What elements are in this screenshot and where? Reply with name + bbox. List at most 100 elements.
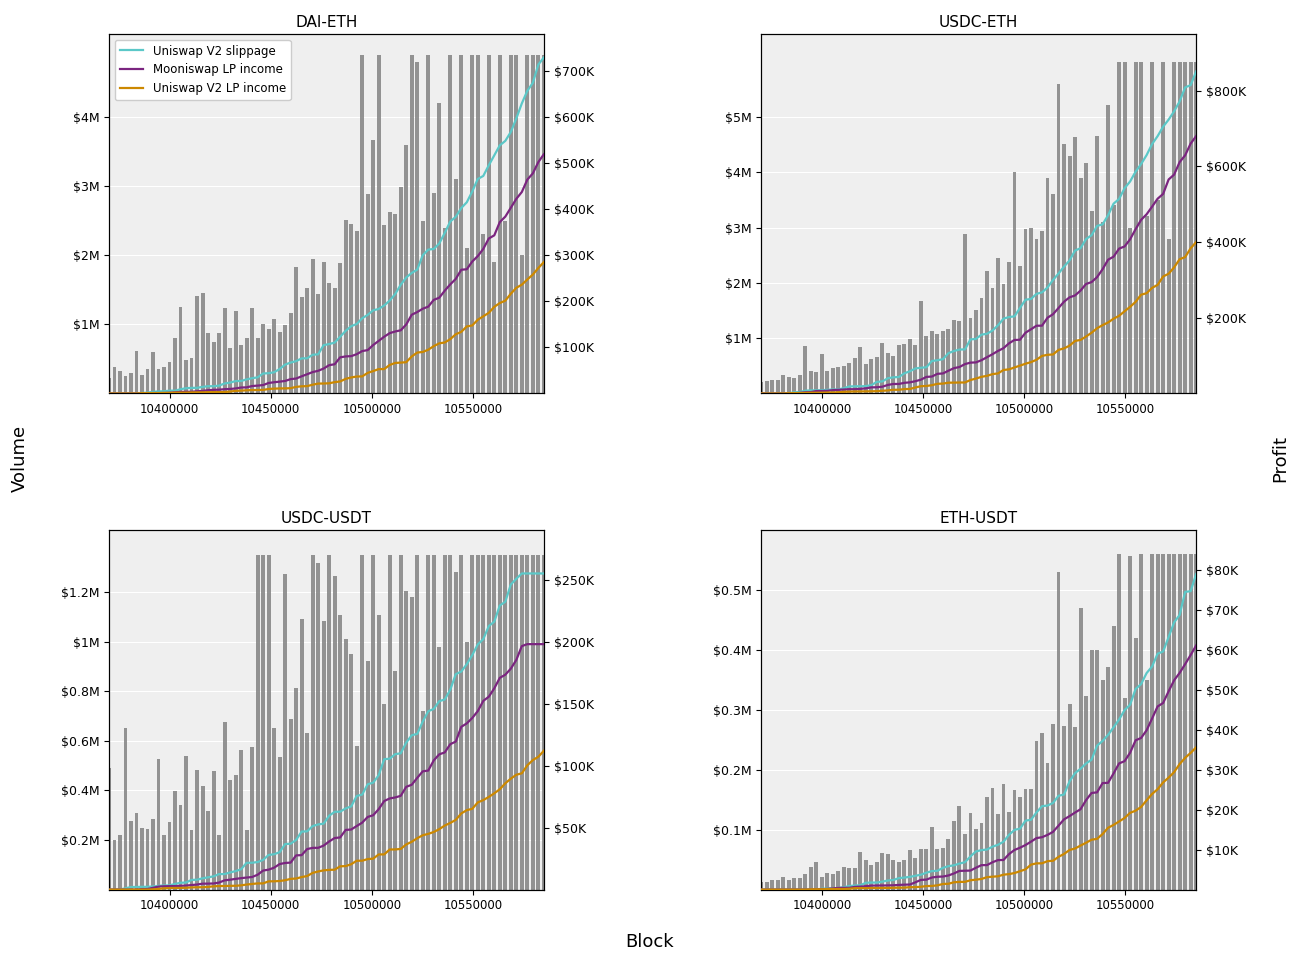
Bar (185, 360, 188, 394)
Bar (814, 372, 818, 394)
Bar (537, 54, 541, 394)
Bar (897, 862, 901, 890)
Bar (814, 862, 818, 890)
Bar (1166, 239, 1170, 394)
Bar (776, 880, 780, 890)
Bar (842, 366, 846, 394)
Bar (261, 554, 265, 890)
Bar (1123, 61, 1127, 394)
Bar (1139, 61, 1143, 394)
Bar (443, 228, 447, 394)
Bar (798, 878, 802, 890)
Bar (875, 862, 879, 890)
Bar (1106, 105, 1110, 394)
Bar (941, 331, 945, 394)
Bar (151, 352, 155, 394)
Bar (515, 554, 519, 890)
Bar (996, 258, 1000, 394)
Bar (836, 871, 840, 890)
Bar (476, 54, 480, 394)
Bar (498, 54, 502, 394)
Bar (1178, 61, 1182, 394)
Bar (885, 854, 889, 890)
Bar (278, 332, 282, 394)
Bar (377, 54, 381, 394)
Bar (793, 379, 797, 394)
Bar (437, 646, 441, 890)
Bar (1150, 61, 1154, 394)
Bar (1145, 680, 1149, 890)
Bar (1067, 156, 1071, 394)
Bar (365, 662, 369, 890)
Bar (350, 654, 354, 890)
Bar (1045, 178, 1049, 394)
Bar (338, 264, 342, 394)
Bar (465, 641, 469, 890)
Bar (134, 813, 139, 890)
Bar (1023, 789, 1027, 890)
Bar (985, 272, 989, 394)
Bar (1095, 650, 1098, 890)
Bar (907, 851, 911, 890)
Bar (415, 61, 419, 394)
Bar (902, 859, 906, 890)
Bar (958, 320, 962, 394)
Bar (168, 362, 172, 394)
Bar (311, 554, 315, 890)
Bar (415, 554, 419, 890)
Bar (1173, 61, 1177, 394)
Bar (803, 874, 807, 890)
Bar (426, 554, 430, 890)
Bar (234, 774, 238, 890)
Bar (1195, 554, 1199, 890)
Bar (1089, 650, 1093, 890)
Bar (222, 308, 226, 394)
Bar (1106, 667, 1110, 890)
Bar (1128, 228, 1132, 394)
Bar (1079, 608, 1083, 890)
Bar (459, 54, 463, 394)
Bar (798, 376, 802, 394)
Bar (914, 345, 918, 394)
Text: Profit: Profit (1271, 435, 1290, 483)
Bar (1173, 554, 1177, 890)
Bar (448, 54, 452, 394)
Bar (227, 348, 231, 394)
Bar (486, 554, 491, 890)
Bar (372, 141, 376, 394)
Bar (294, 688, 298, 890)
Bar (207, 811, 211, 890)
Bar (266, 329, 270, 394)
Bar (542, 54, 546, 394)
Bar (764, 381, 768, 394)
Bar (1072, 728, 1076, 890)
Bar (124, 728, 127, 890)
Bar (842, 867, 846, 890)
Bar (930, 332, 933, 394)
Bar (316, 563, 320, 890)
Bar (826, 873, 829, 890)
Text: Volume: Volume (10, 425, 29, 492)
Bar (266, 554, 270, 890)
Bar (156, 759, 160, 890)
Bar (1057, 572, 1061, 890)
Bar (372, 554, 376, 890)
Bar (454, 179, 458, 394)
Title: ETH-USDT: ETH-USDT (940, 511, 1018, 526)
Bar (831, 875, 835, 890)
Bar (1040, 231, 1044, 394)
Bar (244, 830, 248, 890)
Bar (1123, 698, 1127, 890)
Bar (1079, 178, 1083, 394)
Bar (387, 554, 391, 890)
Bar (300, 619, 304, 890)
Bar (1089, 211, 1093, 394)
Bar (146, 369, 150, 394)
Bar (1161, 554, 1165, 890)
Bar (1095, 137, 1098, 394)
Bar (1052, 193, 1056, 394)
Bar (1178, 554, 1182, 890)
Bar (848, 868, 852, 890)
Bar (471, 54, 474, 394)
Bar (1013, 172, 1017, 394)
